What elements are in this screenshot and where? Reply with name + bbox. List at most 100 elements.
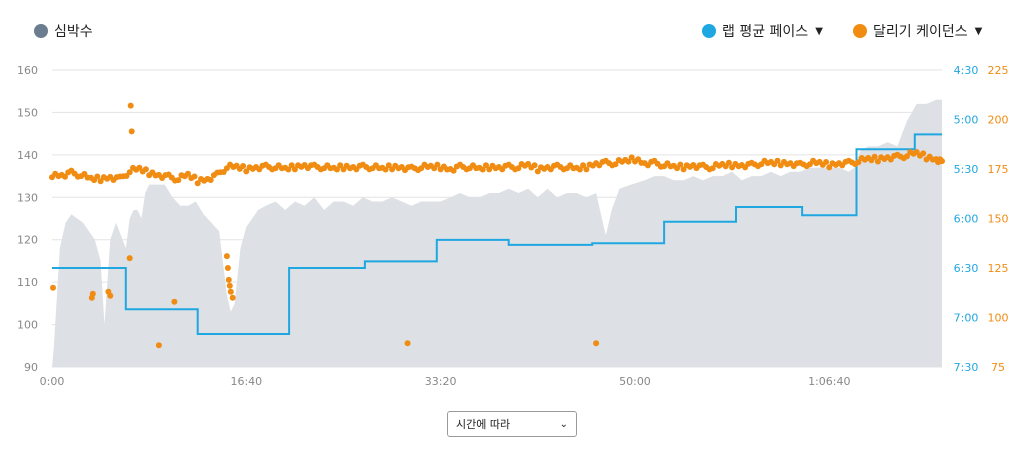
activity-chart: 90 100 110 120 130 140 150 160 4:30 5:00 5:30 6:00 6… bbox=[17, 64, 1009, 388]
cadence-legend-label: 달리기 케이던스 bbox=[873, 24, 968, 40]
x-axis-mode-select[interactable]: 시간에 따라 ⌄ bbox=[447, 411, 577, 437]
cadence-point bbox=[434, 161, 441, 168]
cadence-axis-tick-label: 125 bbox=[988, 262, 1009, 275]
cadence-point bbox=[240, 163, 247, 169]
cadence-point bbox=[939, 158, 945, 165]
cadence-point bbox=[127, 102, 134, 109]
cadence-point bbox=[243, 168, 250, 175]
cadence-point bbox=[62, 173, 68, 180]
cadence-axis-tick-label: 100 bbox=[988, 312, 1009, 325]
cadence-point bbox=[185, 170, 191, 177]
caret-down-icon[interactable]: ▼ bbox=[974, 25, 983, 37]
lap-pace-legend-label: 랩 평균 페이스 bbox=[722, 24, 809, 40]
cadence-point bbox=[285, 166, 292, 173]
cadence-axis-tick-label: 75 bbox=[991, 361, 1005, 374]
cadence-point bbox=[580, 162, 587, 169]
cadence-point bbox=[126, 169, 133, 176]
cadence-point bbox=[774, 157, 781, 164]
x-axis-tick-label: 33:20 bbox=[425, 375, 457, 388]
cadence-point bbox=[920, 150, 927, 157]
cadence-point bbox=[227, 288, 234, 295]
cadence-point bbox=[823, 159, 830, 165]
left-axis-tick-label: 150 bbox=[17, 106, 38, 119]
chevron-down-icon: ⌄ bbox=[559, 418, 568, 430]
left-axis-tick-label: 90 bbox=[24, 361, 38, 374]
axis-ticks: 90 100 110 120 130 140 150 160 4:30 5:00 5:30 6:00 6… bbox=[17, 64, 1009, 388]
cadence-point bbox=[126, 255, 133, 262]
legend-heart-rate[interactable]: 심박수 bbox=[34, 21, 93, 41]
lap-pace-line-layer bbox=[52, 133, 942, 335]
cadence-point bbox=[515, 165, 522, 172]
left-axis-tick-label: 110 bbox=[17, 276, 38, 289]
x-axis-mode-value: 시간에 따라 bbox=[456, 418, 511, 431]
cadence-point bbox=[229, 294, 236, 301]
cadence-point bbox=[337, 162, 344, 169]
x-axis-tick-label: 16:40 bbox=[230, 375, 262, 388]
pace-axis-tick-label: 4:30 bbox=[954, 64, 979, 77]
cadence-point bbox=[534, 168, 541, 175]
cadence-point bbox=[291, 166, 298, 173]
cadence-point bbox=[531, 162, 538, 169]
left-axis-tick-label: 130 bbox=[17, 191, 38, 204]
cadence-point bbox=[226, 282, 233, 289]
left-axis-tick-label: 100 bbox=[17, 319, 38, 332]
cadence-point bbox=[628, 154, 635, 161]
cadence-point bbox=[194, 180, 201, 187]
legend-lap-pace[interactable]: 랩 평균 페이스 ▼ bbox=[702, 21, 823, 41]
cadence-point bbox=[97, 178, 104, 185]
cadence-point bbox=[225, 276, 232, 283]
cadence-point bbox=[576, 166, 583, 173]
cadence-point bbox=[382, 166, 389, 173]
cadence-axis-tick-label: 175 bbox=[988, 163, 1009, 176]
cadence-point bbox=[593, 340, 600, 347]
cadence-point bbox=[288, 162, 295, 169]
cadence-point bbox=[583, 166, 590, 173]
cadence-point bbox=[155, 342, 162, 349]
cadence-axis-tick-label: 150 bbox=[988, 213, 1009, 226]
cadence-point bbox=[483, 162, 489, 169]
cadence-point bbox=[855, 159, 862, 166]
cadence-point bbox=[385, 162, 392, 169]
left-axis-tick-label: 160 bbox=[17, 64, 38, 77]
cadence-point bbox=[171, 298, 178, 305]
cadence-point bbox=[224, 265, 231, 271]
cadence-point bbox=[677, 161, 684, 168]
cadence-point bbox=[89, 290, 96, 297]
pace-axis-tick-label: 7:30 bbox=[954, 361, 979, 374]
cadence-scatter-layer bbox=[49, 102, 945, 349]
cadence-legend-dot bbox=[853, 24, 867, 38]
legend-cadence[interactable]: 달리기 케이던스 ▼ bbox=[853, 21, 982, 41]
pace-axis-tick-label: 7:00 bbox=[954, 312, 979, 325]
heart-rate-legend-dot bbox=[34, 24, 48, 38]
caret-down-icon[interactable]: ▼ bbox=[815, 25, 823, 37]
cadence-point bbox=[50, 284, 56, 291]
cadence-point bbox=[826, 164, 833, 171]
cadence-point bbox=[709, 165, 716, 172]
pace-axis-tick-label: 6:30 bbox=[954, 262, 979, 275]
lap-pace-legend-dot bbox=[702, 24, 716, 38]
cadence-point bbox=[94, 173, 101, 180]
pace-axis-tick-label: 5:00 bbox=[954, 114, 979, 127]
cadence-point bbox=[223, 253, 230, 260]
cadence-point bbox=[680, 166, 687, 173]
x-axis-tick-label: 50:00 bbox=[619, 375, 651, 388]
cadence-point bbox=[142, 166, 149, 173]
x-axis-tick-label: 1:06:40 bbox=[808, 375, 850, 388]
cadence-point bbox=[450, 167, 457, 174]
cadence-axis-tick-label: 225 bbox=[988, 64, 1009, 77]
heart-rate-area-layer bbox=[52, 99, 942, 367]
cadence-axis-tick-label: 200 bbox=[988, 114, 1009, 127]
heart-rate-legend-label: 심박수 bbox=[54, 24, 93, 40]
left-axis-tick-label: 140 bbox=[17, 149, 38, 162]
x-axis-tick-label: 0:00 bbox=[40, 375, 65, 388]
heart-rate-area bbox=[52, 99, 942, 367]
cadence-point bbox=[725, 159, 732, 166]
cadence-point bbox=[874, 158, 881, 165]
cadence-point bbox=[107, 292, 114, 299]
cadence-point bbox=[625, 158, 632, 165]
cadence-point bbox=[175, 177, 182, 184]
cadence-point bbox=[191, 173, 198, 180]
cadence-point bbox=[404, 340, 411, 347]
cadence-point bbox=[871, 153, 878, 160]
left-axis-tick-label: 120 bbox=[17, 234, 38, 247]
